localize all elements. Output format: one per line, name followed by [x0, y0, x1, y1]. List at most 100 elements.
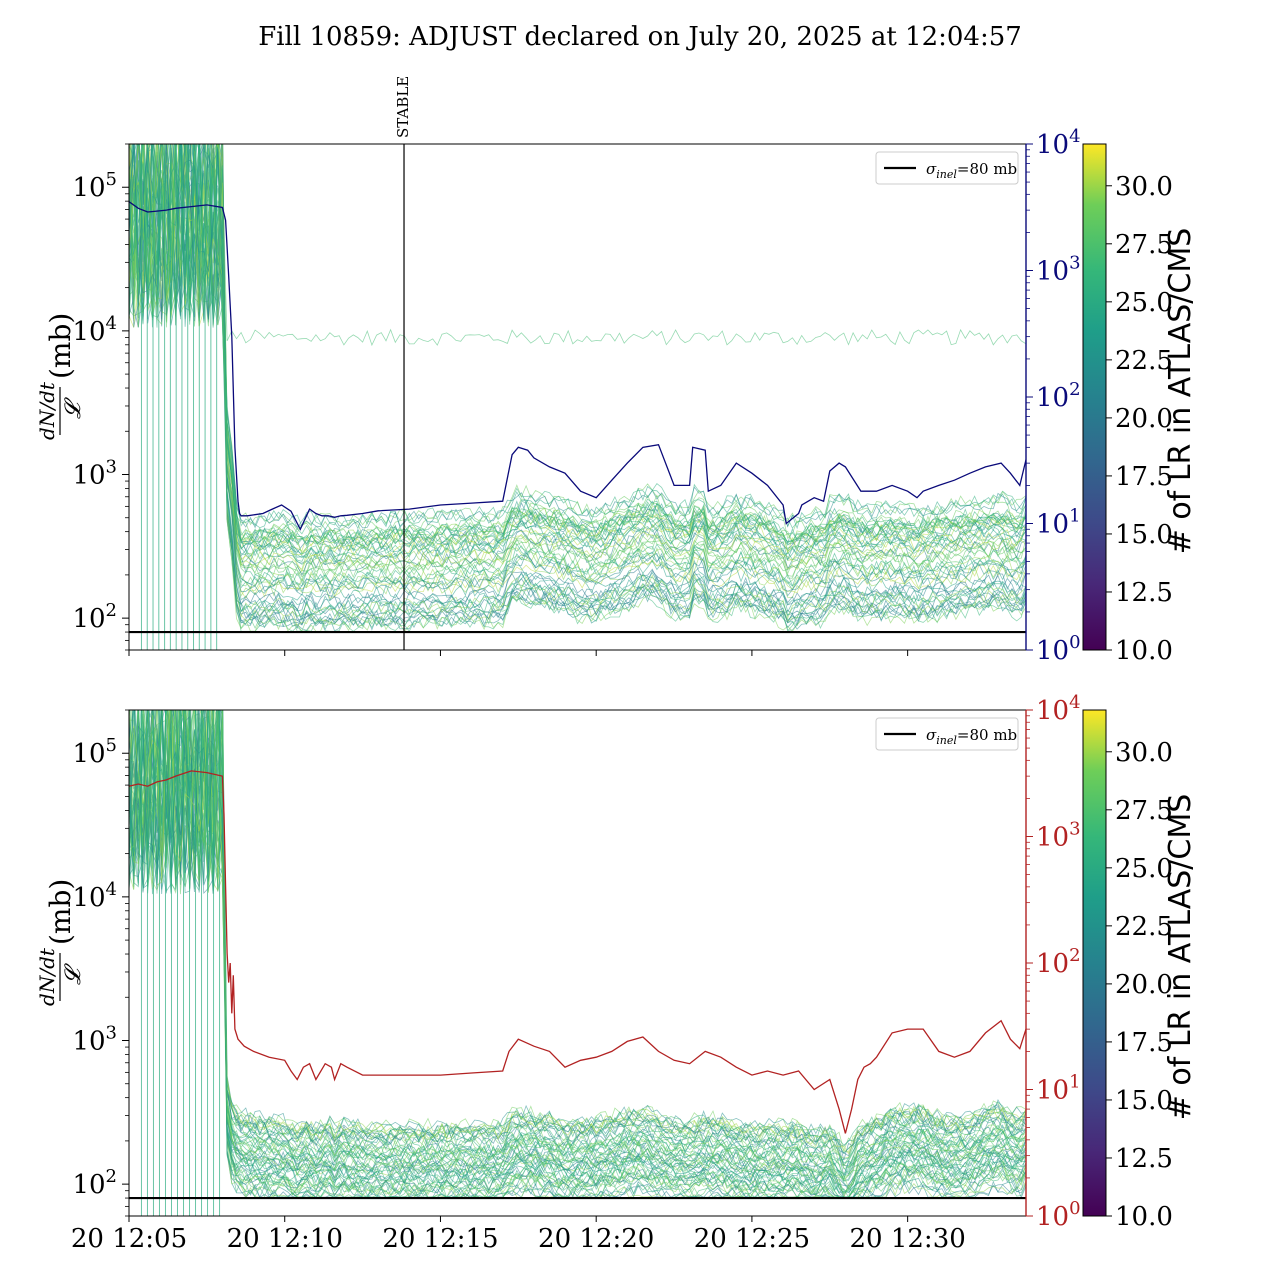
- colorbar-tick-label: 17.5: [1115, 1028, 1173, 1058]
- y-tick-label: 105: [72, 735, 117, 769]
- legend-label: σinel=80 mb: [926, 160, 1017, 181]
- rate-series-line: [129, 710, 1026, 1155]
- x-tick-label: 20 12:15: [382, 1224, 498, 1254]
- bottom-y-axis-label: dN/dt 𝓛 (mb): [35, 879, 86, 1006]
- rate-series-line: [129, 144, 1026, 579]
- top-secondary-series: [129, 201, 1026, 531]
- rate-series-line: [129, 144, 1026, 622]
- rate-series-line: [129, 161, 1026, 543]
- colorbar-tick-label: 12.5: [1115, 1144, 1173, 1174]
- top-legend: σinel=80 mb: [875, 151, 1019, 185]
- rate-series-line: [129, 710, 1026, 1180]
- top-rate-bundle: [129, 144, 1026, 650]
- rate-series-line: [129, 144, 1026, 621]
- y-label-denominator: 𝓛: [61, 397, 86, 419]
- stable-annotation: STABLE: [394, 76, 412, 138]
- top-secondary-y-axis: 100 101 102 103 104: [1025, 126, 1081, 666]
- rate-series-line: [129, 144, 1026, 545]
- bottom-rate-bundle: [129, 710, 1026, 1216]
- rate-series-line: [129, 710, 1026, 1157]
- y-tick-label: 105: [72, 169, 117, 203]
- y-tick-label: 102: [72, 600, 117, 634]
- rate-series-line: [129, 144, 1026, 612]
- colorbar-tick-label: 27.5: [1115, 796, 1173, 826]
- rate-series-line: [130, 144, 1026, 621]
- rate-series-line: [129, 710, 1026, 1190]
- y-tick-label: 102: [72, 1166, 117, 1200]
- colorbar-tick-label: 20.0: [1115, 970, 1173, 1000]
- rate-series-line: [129, 144, 1026, 547]
- rate-series-line: [129, 144, 1026, 347]
- rate-series-line: [129, 710, 1026, 1199]
- rate-series-line: [129, 710, 1026, 1167]
- rate-series-line: [129, 710, 1026, 1174]
- colorbar-gradient: [1082, 143, 1107, 651]
- rate-series-line: [129, 710, 1026, 1194]
- rate-series-line: [129, 710, 1026, 1153]
- rate-series-line: [129, 144, 1026, 595]
- rate-series-line: [129, 710, 1026, 1182]
- y-label-unit: (mb): [44, 879, 77, 945]
- secondary-y-tick-label: 103: [1036, 819, 1081, 853]
- rate-series-line: [129, 710, 1026, 1198]
- colorbar-gradient: [1082, 709, 1107, 1217]
- secondary-y-tick-label: 101: [1036, 506, 1081, 540]
- rate-series-line: [129, 144, 1026, 597]
- rate-series-line: [129, 710, 1026, 1175]
- y-label-unit: (mb): [44, 313, 77, 379]
- rate-series-line: [129, 148, 1026, 577]
- rate-series-line: [129, 710, 1026, 1198]
- bottom-y-axis: 102 103 104 105: [72, 709, 129, 1217]
- colorbar-tick-label: 10.0: [1115, 1202, 1173, 1232]
- secondary-y-tick-label: 104: [1036, 692, 1081, 726]
- rate-series-line: [129, 710, 1026, 1177]
- rate-series-line: [129, 710, 1026, 1180]
- rate-series-line: [129, 144, 1026, 573]
- y-tick-label: 104: [72, 879, 117, 913]
- rate-series-line: [129, 144, 1026, 582]
- rate-series-line: [129, 144, 1026, 619]
- rate-series-line: [129, 144, 1026, 562]
- rate-series-line: [129, 710, 1026, 1161]
- rate-series-line: [129, 710, 1026, 1161]
- rate-series-line: [129, 144, 1026, 530]
- colorbar-tick-label: 20.0: [1115, 404, 1173, 434]
- colorbar-tick-label: 17.5: [1115, 462, 1173, 492]
- rate-series-line: [129, 144, 1026, 545]
- colorbar-tick-label: 22.5: [1115, 346, 1173, 376]
- colorbar-tick-label: 27.5: [1115, 230, 1173, 260]
- y-label-denominator: 𝓛: [61, 963, 86, 985]
- rate-series-line: [129, 710, 1026, 1198]
- rate-series-line: [129, 710, 1026, 1198]
- x-tick-label: 20 12:05: [71, 1224, 187, 1254]
- rate-series-line: [129, 710, 1026, 1182]
- bottom-x-axis: 20 12:05 20 12:10 20 12:15 20 12:20 20 12:25…: [71, 1216, 966, 1254]
- legend-box: [875, 717, 1019, 751]
- rate-series-line: [129, 144, 1026, 620]
- rate-series-line: [129, 144, 1026, 555]
- secondary-y-tick-label: 104: [1036, 126, 1081, 160]
- y-tick-label: 103: [72, 457, 117, 491]
- y-label-numerator: dN/dt: [35, 947, 59, 1006]
- secondary-y-tick-label: 103: [1036, 253, 1081, 287]
- colorbar-tick-label: 10.0: [1115, 636, 1173, 666]
- secondary-y-tick-label: 102: [1036, 945, 1081, 979]
- rate-series-line: [129, 144, 1026, 547]
- bottom-secondary-series: [129, 770, 1026, 1134]
- bottom-secondary-y-axis: 100 101 102 103 104: [1025, 692, 1081, 1232]
- rate-series-line: [129, 710, 1026, 1164]
- figure-title: Fill 10859: ADJUST declared on July 20, …: [258, 22, 1022, 52]
- top-colorbar: 10.0 12.5 15.0 17.5 20.0 22.5 25.0 27.5 30.0 # of…: [1082, 143, 1198, 666]
- rate-series-line: [129, 710, 1026, 1199]
- rate-series-line: [129, 710, 1026, 1199]
- rate-series-line: [129, 144, 1026, 559]
- colorbar-label: # of LR in ATLAS/CMS: [1163, 228, 1198, 555]
- secondary-y-tick-label: 100: [1036, 632, 1081, 666]
- y-tick-label: 104: [72, 313, 117, 347]
- bottom-colorbar: 10.0 12.5 15.0 17.5 20.0 22.5 25.0 27.5 30.0 # of…: [1082, 709, 1198, 1232]
- colorbar-tick-label: 30.0: [1115, 172, 1173, 202]
- rate-series-line: [129, 710, 1026, 1146]
- rate-series-line: [129, 144, 1026, 606]
- colorbar-tick-label: 15.0: [1115, 1086, 1173, 1116]
